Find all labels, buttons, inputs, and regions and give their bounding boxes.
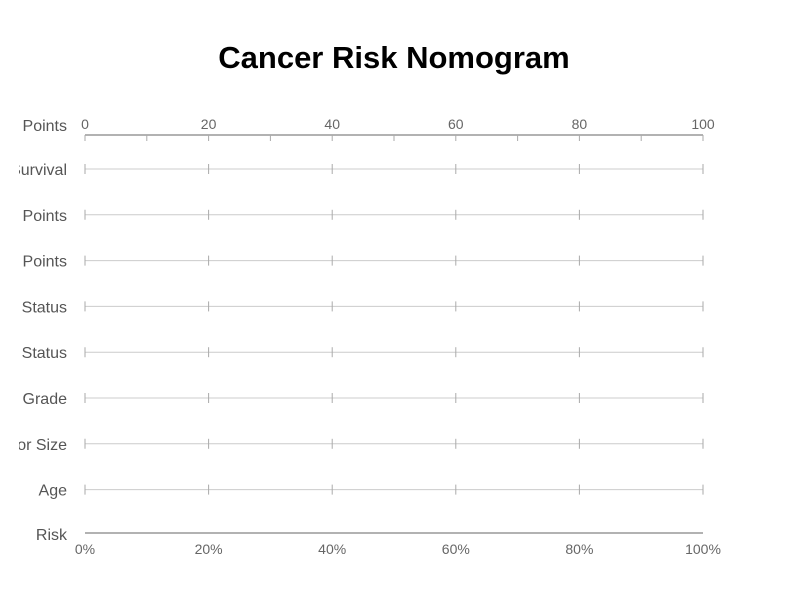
points-tick-label: 40	[324, 116, 340, 132]
risk-tick-label: 20%	[195, 541, 223, 557]
risk-axis-label: Risk	[36, 527, 68, 544]
scale-row-label: Tumor Size	[0, 437, 67, 454]
scale-row-label: Grade	[23, 391, 68, 408]
points-tick-label: 20	[201, 116, 217, 132]
risk-tick-label: 60%	[442, 541, 470, 557]
scale-row-label: Status	[22, 345, 67, 362]
points-tick-label: 0	[81, 116, 89, 132]
chart-title: Cancer Risk Nomogram	[218, 40, 570, 75]
scale-row-label: Survival	[10, 162, 67, 179]
scale-row-label: Points	[23, 208, 67, 225]
scale-row-label: Points	[23, 254, 67, 271]
points-tick-label: 60	[448, 116, 464, 132]
points-tick-label: 100	[691, 116, 715, 132]
risk-tick-label: 40%	[318, 541, 346, 557]
scale-row-label: Age	[39, 483, 68, 500]
risk-tick-label: 0%	[75, 541, 95, 557]
points-axis-label: Points	[23, 118, 67, 135]
points-tick-label: 80	[572, 116, 588, 132]
risk-tick-label: 100%	[685, 541, 721, 557]
risk-tick-label: 80%	[565, 541, 593, 557]
scale-row-label: Status	[22, 299, 67, 316]
